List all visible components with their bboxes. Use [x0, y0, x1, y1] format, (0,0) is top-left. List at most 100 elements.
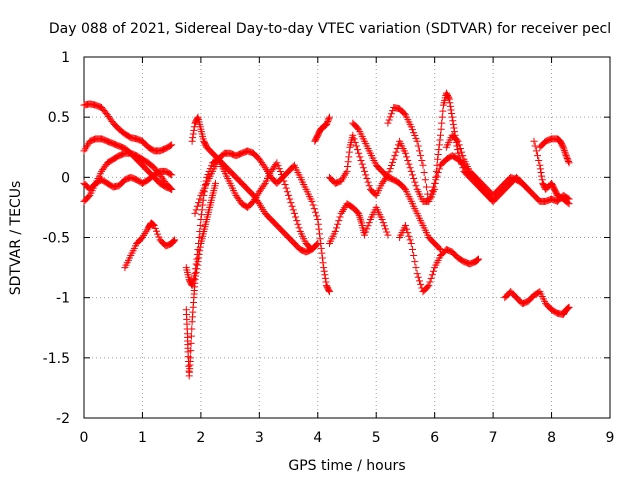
data-point	[389, 158, 397, 166]
data-point	[308, 197, 316, 205]
data-point	[563, 155, 571, 163]
data-point	[489, 197, 497, 205]
data-point	[535, 156, 543, 164]
series-5	[121, 219, 179, 272]
data-point	[365, 219, 373, 227]
data-point	[320, 264, 328, 272]
data-point	[562, 152, 570, 160]
data-point	[191, 209, 199, 217]
data-point	[422, 183, 430, 191]
data-point	[420, 169, 428, 177]
series-13	[349, 119, 445, 254]
data-point	[188, 137, 196, 145]
data-point	[316, 235, 324, 243]
data-point	[349, 131, 357, 139]
data-point	[171, 236, 179, 244]
data-point	[364, 222, 372, 230]
data-point	[531, 142, 539, 150]
data-point	[401, 149, 409, 157]
data-point	[417, 280, 425, 288]
chart-title: Day 088 of 2021, Sidereal Day-to-day VTE…	[49, 21, 611, 37]
series-15	[396, 221, 482, 296]
data-point	[426, 278, 434, 286]
data-point	[194, 246, 202, 254]
data-point	[166, 170, 174, 178]
series-8	[188, 113, 322, 254]
y-tick-label: 0.5	[48, 110, 70, 126]
data-point	[361, 231, 369, 239]
data-point	[411, 131, 419, 139]
data-point	[386, 113, 394, 121]
series-16	[442, 131, 497, 205]
data-point	[379, 219, 387, 227]
data-point	[450, 124, 458, 132]
data-point	[325, 286, 333, 294]
data-point	[384, 231, 392, 239]
data-point	[435, 244, 443, 252]
data-point	[187, 347, 195, 355]
data-point	[361, 167, 369, 175]
data-point	[331, 227, 339, 235]
data-point	[488, 196, 496, 204]
x-tick-label: 7	[489, 430, 498, 446]
data-point	[316, 230, 324, 238]
data-point	[445, 94, 453, 102]
data-point	[325, 288, 333, 296]
series-7	[182, 155, 322, 290]
data-point	[323, 120, 331, 128]
data-point	[427, 274, 435, 282]
data-point	[363, 225, 371, 233]
data-point	[534, 152, 542, 160]
data-point	[413, 137, 421, 145]
grid-lines	[84, 57, 610, 418]
data-point	[400, 110, 408, 118]
data-point	[560, 145, 568, 153]
data-point	[166, 142, 174, 150]
data-point	[403, 153, 411, 161]
data-point	[429, 267, 437, 275]
data-point	[275, 165, 283, 173]
data-point	[390, 155, 398, 163]
data-point	[193, 114, 201, 122]
data-point	[356, 215, 364, 223]
x-tick-label: 3	[255, 430, 264, 446]
data-point	[404, 156, 412, 164]
data-point	[448, 110, 456, 118]
x-axis-ticks: 0 1 2 3 4 5 6 7 8 9	[80, 57, 614, 446]
x-tick-label: 0	[80, 430, 89, 446]
data-point	[537, 169, 545, 177]
data-point	[434, 169, 442, 177]
data-point	[406, 236, 414, 244]
data-point	[336, 213, 344, 221]
data-point	[354, 146, 362, 154]
y-tick-label: -1	[56, 291, 70, 307]
data-point	[196, 195, 204, 203]
data-point	[408, 126, 416, 134]
data-point	[311, 208, 319, 216]
data-point	[191, 276, 199, 284]
data-point	[411, 178, 419, 186]
data-point	[322, 278, 330, 286]
data-point	[186, 354, 194, 362]
data-point	[273, 159, 281, 167]
data-points	[80, 89, 573, 380]
data-point	[274, 162, 282, 170]
data-point	[187, 332, 195, 340]
data-point	[286, 195, 294, 203]
data-point	[285, 191, 293, 199]
x-tick-label: 8	[547, 430, 556, 446]
data-point	[435, 146, 443, 154]
data-point	[449, 120, 457, 128]
data-point	[318, 249, 326, 257]
data-point	[410, 252, 418, 260]
data-point	[382, 225, 390, 233]
data-point	[405, 232, 413, 240]
data-point	[332, 224, 340, 232]
data-point	[455, 141, 463, 149]
data-point	[168, 171, 176, 179]
data-point	[559, 142, 567, 150]
data-point	[314, 215, 322, 223]
data-point	[325, 115, 333, 123]
data-point	[561, 148, 569, 156]
data-point	[565, 303, 573, 311]
